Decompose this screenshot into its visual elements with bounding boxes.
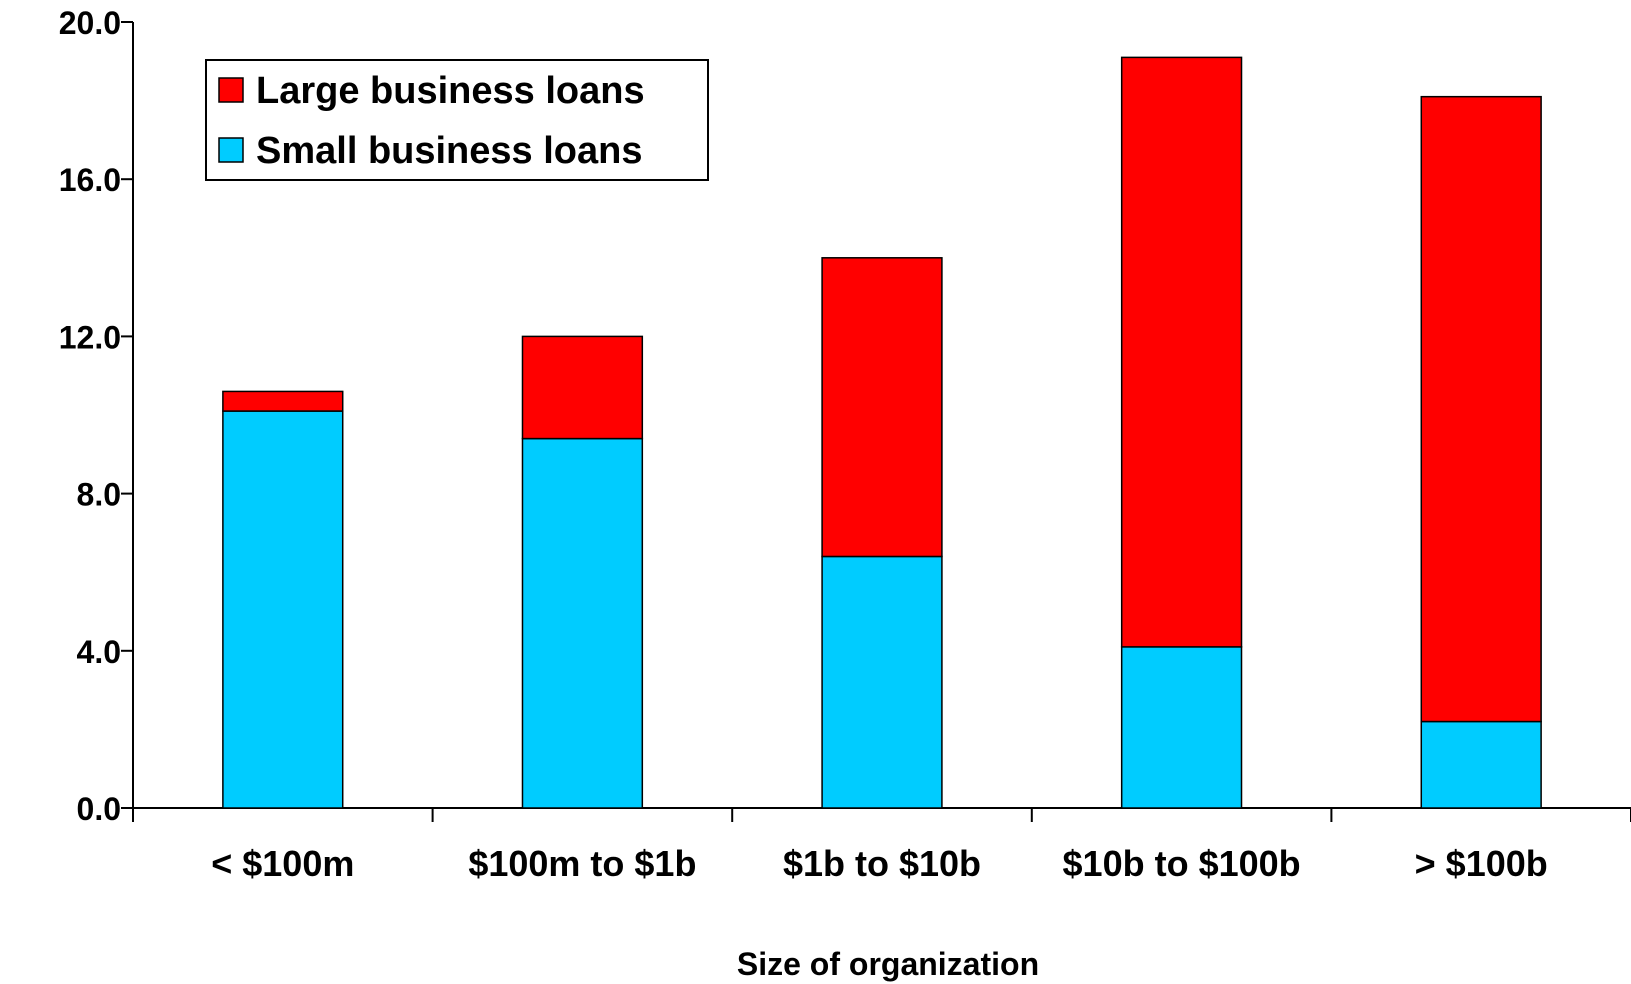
y-ticks: 0.0 4.0 8.0 12.0 16.0 20.0 — [59, 5, 133, 827]
bar-segment — [1420, 720, 1542, 809]
y-tick-label: 0.0 — [77, 791, 121, 827]
category-label: > $100b — [1415, 843, 1548, 884]
bar-segment — [821, 555, 943, 809]
bar-segment — [1120, 646, 1243, 809]
x-ticks — [132, 808, 1631, 822]
category-label: < $100m — [211, 843, 354, 884]
legend: Large business loans Small business loans — [205, 59, 709, 181]
bar-segment — [521, 335, 644, 440]
y-tick-label: 20.0 — [59, 5, 121, 41]
bar-segment — [1420, 95, 1542, 723]
category-labels: < $100m $100m to $1b $1b to $10b $10b to $1… — [211, 843, 1548, 884]
legend-box — [205, 59, 709, 181]
bar-segment — [821, 257, 943, 558]
bar-segment — [222, 410, 344, 809]
category-label: $10b to $100b — [1063, 843, 1301, 884]
category-label: $100m to $1b — [468, 843, 696, 884]
bars — [222, 56, 1542, 809]
legend-label: Large business loans — [256, 70, 645, 112]
y-tick-label: 8.0 — [77, 477, 121, 513]
legend-swatch — [218, 137, 244, 163]
bar-segment — [1120, 56, 1243, 648]
legend-swatch — [218, 77, 244, 103]
y-tick-label: 12.0 — [59, 319, 121, 355]
x-axis-title: Size of organization — [737, 946, 1039, 982]
bar-segment — [222, 390, 344, 412]
y-tick-label: 4.0 — [77, 634, 121, 670]
legend-label: Small business loans — [256, 130, 642, 172]
bar-segment — [521, 437, 644, 809]
y-tick-label: 16.0 — [59, 162, 121, 198]
category-label: $1b to $10b — [783, 843, 981, 884]
